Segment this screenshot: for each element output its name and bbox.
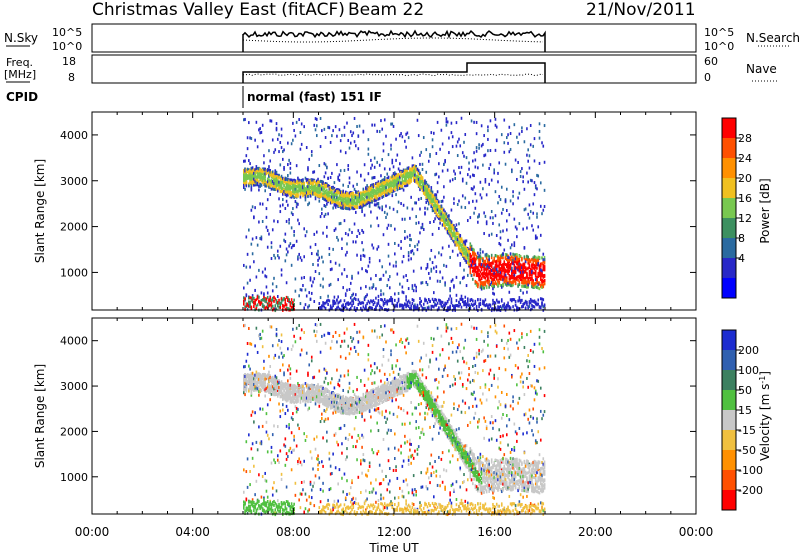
range-tick-label: 2000 — [60, 425, 88, 438]
colorbar-tick-label: -200 — [738, 484, 763, 497]
velocity-colorbar-label-sup: -1 — [758, 376, 767, 384]
frequency-trace — [242, 62, 546, 83]
plot-title: Christmas Valley East (fitACF) — [92, 0, 345, 20]
time-tick-label: 08:00 — [276, 525, 311, 539]
colorbar-swatch — [722, 218, 736, 239]
noise-sky-label: N.Sky — [4, 31, 38, 45]
range-tick-label: 1000 — [60, 266, 88, 279]
range-tick-label: 3000 — [60, 380, 88, 393]
colorbar-swatch — [722, 490, 736, 511]
noise-panel: N.Sky 10^5 10^0 10^5 10^0 N.Search — [4, 23, 800, 53]
range-tick-label: 2000 — [60, 221, 88, 234]
colorbar-tick-label: 50 — [738, 384, 752, 397]
colorbar-tick-label: 200 — [738, 344, 759, 357]
colorbar-swatch — [722, 430, 736, 451]
colorbar-swatch — [722, 258, 736, 279]
cpid-row: CPID normal (fast) 151 IF — [6, 86, 382, 108]
cpid-label: CPID — [6, 90, 38, 104]
colorbar-tick-label: 4 — [738, 252, 745, 265]
beam-label: Beam 22 — [348, 0, 424, 20]
noise-search-trace — [242, 37, 544, 43]
colorbar-tick-label: 100 — [738, 364, 759, 377]
velocity-colorbar: 200 100 50 15 -15 -50 -100 -200 — [721, 329, 763, 511]
time-tick-label: 00:00 — [75, 525, 110, 539]
colorbar-tick-label: -50 — [738, 444, 756, 457]
power-axes: 1000 2000 3000 4000 — [60, 112, 697, 310]
freq-tick-bottom: 8 — [68, 71, 75, 84]
cpid-value: normal (fast) 151 IF — [247, 90, 382, 104]
time-axis-label: Time UT — [368, 541, 419, 554]
colorbar-swatch — [722, 370, 736, 391]
colorbar-tick-label: 12 — [738, 212, 752, 225]
colorbar-swatch — [722, 138, 736, 159]
colorbar-tick-label: 24 — [738, 152, 752, 165]
colorbar-tick-label: -15 — [738, 424, 756, 437]
freq-label-line2: [MHz] — [4, 68, 36, 81]
velocity-colorbar-label-main: Velocity [m s — [758, 384, 772, 461]
colorbar-swatch — [722, 158, 736, 179]
noise-tick-top: 10^5 — [52, 26, 82, 39]
time-tick-label: 00:00 — [679, 525, 714, 539]
freq-label-line1: Freq. — [6, 56, 33, 69]
freq-tick-top: 18 — [62, 55, 76, 68]
velocity-data-cells — [243, 322, 546, 517]
noise-right-tick-top: 10^5 — [704, 26, 734, 39]
noise-sky-trace — [242, 29, 546, 52]
colorbar-swatch — [722, 470, 736, 491]
colorbar-swatch — [722, 198, 736, 219]
nave-tick-top: 60 — [704, 55, 718, 68]
velocity-axes: 1000 2000 3000 4000 — [60, 318, 697, 514]
noise-search-label: N.Search — [746, 31, 800, 45]
noise-tick-bottom: 10^0 — [52, 40, 82, 53]
date-label: 21/Nov/2011 — [586, 0, 696, 20]
nave-trace — [242, 73, 544, 77]
nave-label: Nave — [746, 62, 777, 76]
colorbar-swatch — [722, 278, 736, 299]
time-tick-label: 20:00 — [578, 525, 613, 539]
power-colorbar: 28 24 20 16 12 8 4 — [721, 117, 752, 299]
velocity-ylabel: Slant Range [km] — [33, 364, 47, 468]
power-ylabel: Slant Range [km] — [33, 159, 47, 263]
power-data-cells — [243, 116, 546, 313]
time-axis-ticks: 00:00 04:00 08:00 12:00 16:00 20:00 00:00 — [75, 525, 714, 539]
colorbar-tick-label: 28 — [738, 132, 752, 145]
colorbar-tick-label: 15 — [738, 404, 752, 417]
velocity-colorbar-label: Velocity [m s-1] — [758, 371, 772, 461]
power-colorbar-label: Power [dB] — [758, 178, 772, 243]
colorbar-swatch — [722, 330, 736, 351]
frequency-panel: Freq. [MHz] 18 8 60 0 Nave — [4, 54, 778, 84]
colorbar-swatch — [722, 410, 736, 431]
power-panel: 1000 2000 3000 4000 Slant Range [km] 28 24 20… — [33, 111, 772, 313]
time-tick-label: 12:00 — [377, 525, 412, 539]
time-tick-label: 04:00 — [175, 525, 210, 539]
colorbar-swatch — [722, 450, 736, 471]
velocity-colorbar-label-end: ] — [758, 371, 772, 376]
colorbar-tick-label: 16 — [738, 192, 752, 205]
colorbar-swatch — [722, 390, 736, 411]
time-tick-label: 16:00 — [477, 525, 512, 539]
colorbar-swatch — [722, 238, 736, 259]
range-tick-label: 4000 — [60, 129, 88, 142]
colorbar-swatch — [722, 350, 736, 371]
range-tick-label: 1000 — [60, 471, 88, 484]
colorbar-swatch — [722, 178, 736, 199]
colorbar-swatch — [722, 118, 736, 139]
nave-tick-bottom: 0 — [704, 71, 711, 84]
colorbar-tick-label: 20 — [738, 172, 752, 185]
range-tick-label: 4000 — [60, 335, 88, 348]
colorbar-tick-label: -100 — [738, 464, 763, 477]
velocity-panel: 1000 2000 3000 4000 Slant Range [km] 200 100… — [33, 317, 772, 554]
range-tick-label: 3000 — [60, 175, 88, 188]
colorbar-tick-label: 8 — [738, 232, 745, 245]
noise-right-tick-bottom: 10^0 — [704, 40, 734, 53]
